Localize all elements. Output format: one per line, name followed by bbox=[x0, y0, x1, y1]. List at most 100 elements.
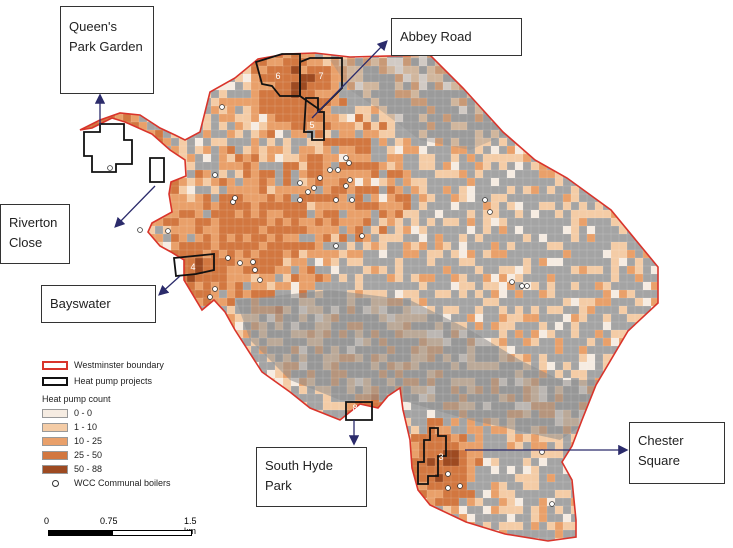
grid-cell bbox=[307, 146, 315, 154]
grid-cell bbox=[483, 66, 491, 74]
grid-cell bbox=[80, 106, 83, 114]
grid-cell bbox=[83, 338, 91, 346]
grid-cell bbox=[611, 82, 619, 90]
grid-cell bbox=[291, 242, 299, 250]
grid-cell bbox=[355, 282, 363, 290]
grid-cell bbox=[507, 322, 515, 330]
grid-cell bbox=[219, 114, 227, 122]
grid-cell bbox=[435, 210, 443, 218]
grid-cell bbox=[531, 474, 539, 482]
grid-cell bbox=[619, 362, 627, 370]
callout-queens-park-garden: Queen's Park Garden bbox=[60, 6, 154, 94]
grid-cell bbox=[451, 434, 459, 442]
grid-cell bbox=[83, 178, 91, 186]
grid-cell bbox=[483, 490, 491, 498]
grid-cell bbox=[339, 130, 347, 138]
grid-cell bbox=[547, 66, 555, 74]
grid-cell bbox=[539, 202, 547, 210]
grid-cell bbox=[499, 290, 507, 298]
grid-cell bbox=[499, 282, 507, 290]
grid-cell bbox=[139, 106, 147, 114]
grid-cell bbox=[587, 362, 595, 370]
callout-label: South Hyde Park bbox=[265, 458, 333, 493]
grid-cell bbox=[195, 226, 203, 234]
grid-cell bbox=[299, 250, 307, 258]
grid-cell bbox=[555, 178, 563, 186]
grid-cell bbox=[171, 122, 179, 130]
grid-cell bbox=[243, 410, 251, 418]
grid-cell bbox=[355, 250, 363, 258]
grid-cell bbox=[523, 90, 531, 98]
grid-cell bbox=[275, 130, 283, 138]
grid-cell bbox=[347, 218, 355, 226]
grid-cell bbox=[211, 53, 219, 58]
grid-cell bbox=[323, 218, 331, 226]
grid-cell bbox=[307, 82, 315, 90]
grid-cell bbox=[211, 282, 219, 290]
grid-cell bbox=[627, 410, 635, 418]
grid-cell bbox=[539, 290, 547, 298]
grid-cell bbox=[435, 234, 443, 242]
grid-cell bbox=[195, 250, 203, 258]
grid-cell bbox=[323, 274, 331, 282]
grid-cell bbox=[443, 498, 451, 506]
boiler-marker bbox=[219, 104, 225, 110]
grid-cell bbox=[251, 250, 259, 258]
grid-cell bbox=[203, 178, 211, 186]
grid-cell bbox=[235, 58, 243, 66]
grid-cell bbox=[323, 210, 331, 218]
grid-cell bbox=[515, 442, 523, 450]
grid-cell bbox=[411, 82, 419, 90]
grid-cell bbox=[235, 186, 243, 194]
grid-cell bbox=[139, 162, 147, 170]
grid-cell bbox=[331, 234, 339, 242]
grid-cell bbox=[219, 82, 227, 90]
grid-cell bbox=[571, 266, 579, 274]
grid-cell bbox=[579, 370, 587, 378]
grid-cell bbox=[251, 242, 259, 250]
grid-cell bbox=[635, 274, 643, 282]
grid-cell bbox=[299, 514, 307, 522]
grid-cell bbox=[219, 314, 227, 322]
grid-cell bbox=[251, 74, 259, 82]
boiler-marker bbox=[317, 175, 323, 181]
grid-cell bbox=[291, 130, 299, 138]
grid-cell bbox=[603, 90, 611, 98]
grid-cell bbox=[395, 226, 403, 234]
grid-cell bbox=[603, 290, 611, 298]
grid-cell bbox=[363, 514, 371, 522]
grid-cell bbox=[139, 154, 147, 162]
grid-cell bbox=[595, 58, 603, 66]
grid-cell bbox=[115, 178, 123, 186]
grid-cell bbox=[187, 258, 195, 266]
grid-cell bbox=[83, 186, 91, 194]
grid-cell bbox=[243, 386, 251, 394]
grid-cell bbox=[203, 146, 211, 154]
boiler-marker bbox=[549, 501, 555, 507]
grid-cell bbox=[579, 314, 587, 322]
grid-cell bbox=[155, 258, 163, 266]
grid-cell bbox=[403, 458, 411, 466]
grid-cell bbox=[619, 306, 627, 314]
grid-cell bbox=[227, 194, 235, 202]
grid-cell bbox=[435, 418, 443, 426]
grid-cell bbox=[83, 234, 91, 242]
grid-cell bbox=[459, 434, 467, 442]
grid-cell bbox=[323, 178, 331, 186]
grid-cell bbox=[435, 458, 443, 466]
grid-cell bbox=[147, 506, 155, 514]
grid-cell bbox=[243, 458, 251, 466]
grid-cell bbox=[80, 98, 83, 106]
grid-cell bbox=[403, 58, 411, 66]
grid-cell bbox=[99, 194, 107, 202]
grid-cell bbox=[491, 338, 499, 346]
grid-cell bbox=[363, 234, 371, 242]
grid-cell bbox=[355, 122, 363, 130]
grid-cell bbox=[499, 330, 507, 338]
grid-cell bbox=[355, 506, 363, 514]
grid-cell bbox=[299, 74, 307, 82]
callout-south-hyde-park: South Hyde Park bbox=[256, 447, 367, 507]
grid-cell bbox=[491, 482, 499, 490]
grid-cell bbox=[235, 218, 243, 226]
grid-cell bbox=[195, 506, 203, 514]
